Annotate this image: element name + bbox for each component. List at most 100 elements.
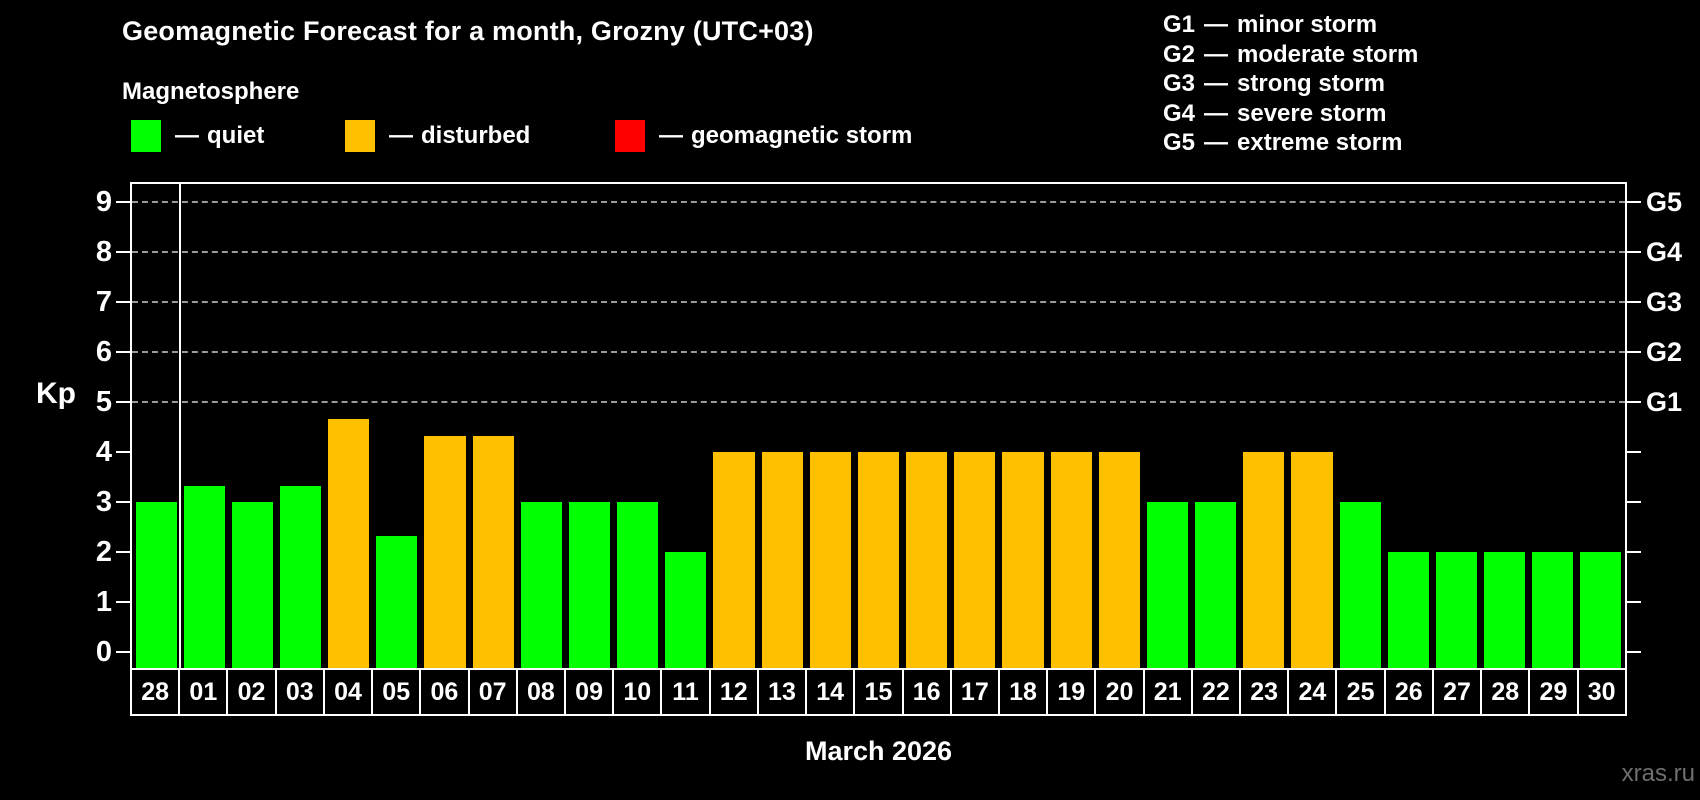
left-tick-7 bbox=[116, 301, 130, 303]
g-legend-row-g2: G2 — moderate storm bbox=[1163, 40, 1418, 70]
kp-bar-day-25 bbox=[1339, 502, 1381, 668]
left-tick-5 bbox=[116, 401, 130, 403]
y-label-3: 3 bbox=[95, 486, 112, 518]
plot-area bbox=[130, 182, 1627, 670]
g4-label: severe storm bbox=[1237, 99, 1387, 127]
g-legend-row-g5: G5 — extreme storm bbox=[1163, 128, 1418, 158]
kp-bar-day-02 bbox=[231, 502, 273, 668]
day-cell-19: 19 bbox=[1048, 670, 1097, 714]
kp-bar-day-28 bbox=[135, 502, 177, 668]
day-cell-14: 14 bbox=[807, 670, 856, 714]
right-tick-5 bbox=[1627, 401, 1641, 403]
y-label-9: 9 bbox=[95, 186, 112, 218]
watermark: xras.ru bbox=[1621, 760, 1695, 787]
day-cell-16: 16 bbox=[904, 670, 952, 714]
legend-item-quiet: — quiet bbox=[131, 118, 264, 154]
right-tick-2 bbox=[1627, 551, 1641, 553]
kp-bar-day-10 bbox=[617, 502, 659, 668]
right-tick-0 bbox=[1627, 651, 1641, 653]
right-tick-9 bbox=[1627, 201, 1641, 203]
kp-bar-day-09 bbox=[568, 502, 611, 668]
gridline-kp6 bbox=[132, 351, 1625, 353]
day-cell-08: 08 bbox=[518, 670, 566, 714]
day-cell-20: 20 bbox=[1096, 670, 1145, 714]
right-tick-4 bbox=[1627, 451, 1641, 453]
right-tick-6 bbox=[1627, 351, 1641, 353]
left-tick-1 bbox=[116, 601, 130, 603]
day-cell-28: 28 bbox=[1482, 670, 1531, 714]
right-axis-label-g2: G2 bbox=[1646, 337, 1683, 367]
magnetosphere-label: Magnetosphere bbox=[122, 78, 300, 105]
kp-bar-day-28 bbox=[1484, 552, 1526, 668]
kp-bar-day-15 bbox=[857, 452, 900, 668]
day-cell-26: 26 bbox=[1386, 670, 1434, 714]
day-cell-01: 01 bbox=[180, 670, 229, 714]
left-tick-4 bbox=[116, 451, 130, 453]
day-cell-11: 11 bbox=[662, 670, 711, 714]
day-cell-07: 07 bbox=[470, 670, 518, 714]
kp-bar-day-06 bbox=[424, 435, 466, 668]
legend-label-storm: geomagnetic storm bbox=[691, 122, 913, 149]
day-cell-25: 25 bbox=[1337, 670, 1386, 714]
right-tick-1 bbox=[1627, 601, 1641, 603]
kp-bar-day-04 bbox=[328, 418, 370, 668]
g-legend-row-g4: G4 — severe storm bbox=[1163, 99, 1418, 129]
gridline-kp5 bbox=[132, 401, 1625, 403]
day-cell-29: 29 bbox=[1530, 670, 1579, 714]
g1-label: minor storm bbox=[1237, 11, 1378, 38]
g2-code: G2 bbox=[1163, 40, 1196, 68]
kp-bar-day-17 bbox=[954, 452, 996, 668]
right-tick-8 bbox=[1627, 251, 1641, 253]
day-cell-12: 12 bbox=[711, 670, 759, 714]
gridline-kp8 bbox=[132, 251, 1625, 253]
legend-dash: — bbox=[659, 122, 683, 149]
day-cell-04: 04 bbox=[325, 670, 374, 714]
left-tick-9 bbox=[116, 201, 130, 203]
day-cell-23: 23 bbox=[1241, 670, 1290, 714]
day-cell-22: 22 bbox=[1193, 670, 1242, 714]
legend-label-disturbed: disturbed bbox=[421, 122, 531, 149]
y-label-6: 6 bbox=[95, 336, 112, 368]
g-legend-dash: — bbox=[1204, 11, 1229, 38]
y-label-1: 1 bbox=[95, 586, 112, 618]
quiet-color-swatch bbox=[131, 120, 161, 152]
kp-bar-day-24 bbox=[1291, 452, 1333, 668]
kp-bar-day-08 bbox=[520, 502, 562, 668]
kp-bar-day-19 bbox=[1050, 452, 1092, 668]
right-axis-label-g3: G3 bbox=[1646, 287, 1683, 317]
day-cell-30: 30 bbox=[1587, 677, 1616, 706]
kp-bar-day-11 bbox=[665, 552, 707, 668]
kp-bar-day-21 bbox=[1146, 502, 1189, 668]
kp-bar-day-22 bbox=[1195, 502, 1237, 668]
plot-inner bbox=[132, 184, 1625, 668]
kp-bar-day-03 bbox=[279, 485, 322, 668]
legend-dash: — bbox=[389, 122, 413, 149]
day-cell-13: 13 bbox=[759, 670, 808, 714]
kp-bar-day-13 bbox=[761, 452, 803, 668]
kp-bar-day-05 bbox=[376, 535, 418, 668]
left-tick-2 bbox=[116, 551, 130, 553]
day-cell-21: 21 bbox=[1145, 670, 1193, 714]
g5-code: G5 bbox=[1163, 129, 1196, 156]
y-label-0: 0 bbox=[95, 636, 112, 668]
kp-bar-day-27 bbox=[1435, 552, 1477, 668]
left-tick-6 bbox=[116, 351, 130, 353]
gridline-kp7 bbox=[132, 301, 1625, 303]
day-cell-17: 17 bbox=[952, 670, 1000, 714]
legend-item-storm: — geomagnetic storm bbox=[615, 118, 912, 154]
g1-code: G1 bbox=[1163, 11, 1196, 38]
kp-bar-day-29 bbox=[1532, 552, 1574, 668]
right-axis-label-g1: G1 bbox=[1646, 387, 1683, 417]
kp-bar-day-12 bbox=[713, 452, 755, 668]
g-legend-dash: — bbox=[1204, 129, 1229, 156]
legend-label-quiet: quiet bbox=[207, 122, 265, 149]
g-legend-dash: — bbox=[1204, 70, 1229, 97]
right-axis-label-g5: G5 bbox=[1646, 187, 1683, 217]
kp-bar-day-14 bbox=[809, 452, 851, 668]
kp-bar-day-07 bbox=[472, 435, 514, 668]
kp-bar-day-18 bbox=[1002, 452, 1044, 668]
day-cell-03: 03 bbox=[277, 670, 325, 714]
g-legend-row-g3: G3 — strong storm bbox=[1163, 69, 1418, 99]
day-cell-28: 28 bbox=[132, 670, 181, 714]
right-tick-3 bbox=[1627, 501, 1641, 503]
